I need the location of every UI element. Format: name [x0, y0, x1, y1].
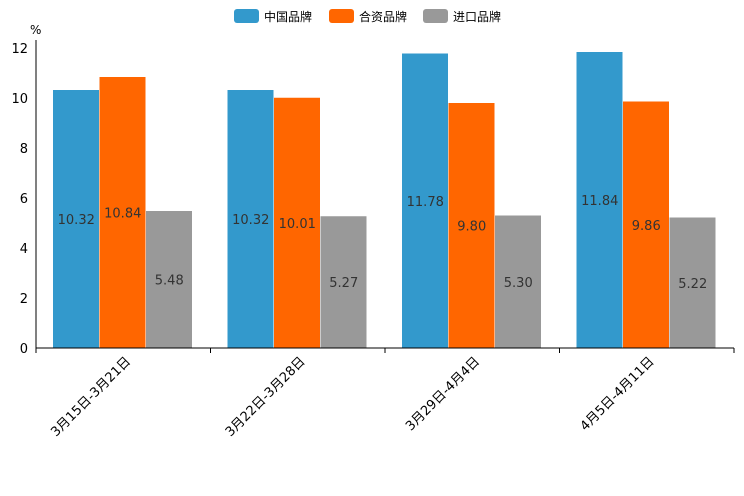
y-tick-label: 0 — [20, 342, 28, 357]
x-tick-label: 3月29日-4月4日 — [403, 354, 483, 434]
data-label-1-3: 11.78 — [407, 195, 444, 210]
data-label-2-4: 9.86 — [632, 219, 661, 234]
bar-2-1 — [99, 77, 146, 348]
bar-3-4 — [669, 217, 716, 348]
x-axis: 3月15日-3月21日 3月22日-3月28日 3月29日-4月4日 4月5日-4月1… — [35, 347, 735, 440]
bar-1-4 — [576, 52, 623, 348]
x-tick-label: 3月15日-3月21日 — [48, 354, 134, 440]
data-label-3-3: 5.30 — [504, 276, 533, 291]
data-label-2-2: 10.01 — [279, 217, 316, 232]
bar-2-2 — [274, 97, 320, 348]
legend-label-1: 中国品牌 — [264, 9, 312, 24]
legend-swatch-2 — [329, 9, 354, 23]
legend-swatch-1 — [234, 9, 259, 23]
y-tick-label: 8 — [20, 142, 28, 157]
y-tick-label: 10 — [11, 92, 28, 107]
data-labels: 10.32 10.84 5.48 10.32 10.01 5.27 11.78 9.80 5.3… — [58, 194, 708, 292]
bar-3-3 — [495, 215, 541, 348]
data-label-3-1: 5.48 — [155, 274, 184, 289]
bar-2-3 — [448, 103, 495, 348]
y-axis-unit-label: % — [30, 23, 41, 37]
y-tick-label: 12 — [11, 42, 28, 57]
bar-2-4 — [623, 101, 669, 348]
bars — [53, 52, 716, 348]
y-tick-label: 4 — [20, 242, 28, 257]
legend-label-2: 合资品牌 — [359, 9, 407, 24]
x-tick-label: 4月5日-4月11日 — [578, 354, 658, 434]
legend: 中国品牌 合资品牌 进口品牌 — [234, 9, 501, 24]
bar-1-2 — [227, 90, 274, 348]
bar-1-3 — [402, 53, 448, 348]
data-label-3-4: 5.22 — [678, 277, 707, 292]
data-label-2-1: 10.84 — [104, 207, 141, 222]
legend-swatch-3 — [423, 9, 448, 23]
bar-1-1 — [53, 90, 99, 348]
y-tick-label: 6 — [20, 192, 28, 207]
y-axis: 0 2 4 6 8 10 12 — [11, 40, 37, 357]
x-tick-label: 3月22日-3月28日 — [223, 354, 309, 440]
y-tick-label: 2 — [20, 292, 28, 307]
data-label-1-4: 11.84 — [581, 194, 618, 209]
data-label-3-2: 5.27 — [329, 276, 358, 291]
data-label-1-2: 10.32 — [232, 213, 269, 228]
bar-3-2 — [320, 216, 367, 348]
bar-3-1 — [146, 211, 192, 348]
legend-label-3: 进口品牌 — [453, 10, 501, 24]
data-label-1-1: 10.32 — [58, 213, 95, 228]
data-label-2-3: 9.80 — [457, 220, 486, 235]
